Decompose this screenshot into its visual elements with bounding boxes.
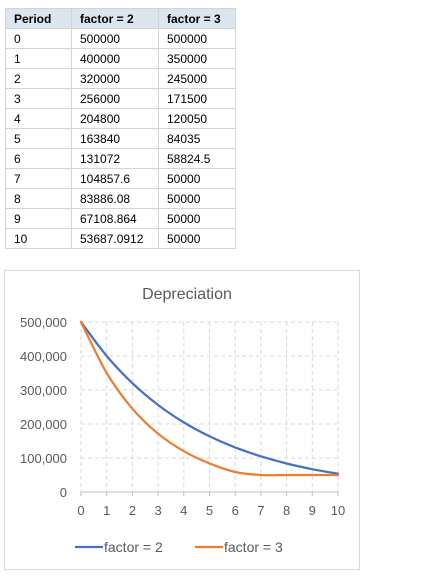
grid-lines — [80, 321, 339, 496]
depreciation-table: Period factor = 2 factor = 3 0 500000 5000… — [5, 8, 236, 249]
cell-factor-2[interactable]: 320000 — [71, 68, 159, 89]
cell-period[interactable]: 3 — [5, 88, 72, 109]
cell-factor-2[interactable]: 500000 — [71, 28, 159, 49]
table-row: 6 131072 58824.5 — [5, 148, 236, 169]
x-tick-label: 2 — [129, 503, 136, 518]
x-tick-label: 3 — [154, 503, 161, 518]
axis-ticks: 0 100,000 200,000 300,000 400,000 500,000 0 1 2 3… — [20, 315, 345, 518]
series-line-1 — [79, 320, 340, 475]
series-line-2 — [79, 320, 340, 477]
table-row: 9 67108.864 50000 — [5, 208, 236, 229]
column-header-factor-2[interactable]: factor = 2 — [71, 8, 159, 29]
y-tick-label: 200,000 — [20, 417, 67, 432]
table-row: 5 163840 84035 — [5, 128, 236, 149]
cell-period[interactable]: 7 — [5, 168, 72, 189]
cell-period[interactable]: 8 — [5, 188, 72, 209]
x-tick-label: 1 — [103, 503, 110, 518]
table-row: 7 104857.6 50000 — [5, 168, 236, 189]
cell-factor-3[interactable]: 350000 — [158, 48, 236, 69]
table-row: 0 500000 500000 — [5, 28, 236, 49]
cell-factor-3[interactable]: 50000 — [158, 188, 236, 209]
table-row: 2 320000 245000 — [5, 68, 236, 89]
cell-factor-2[interactable]: 400000 — [71, 48, 159, 69]
y-tick-label: 0 — [60, 485, 67, 500]
x-tick-label: 4 — [180, 503, 187, 518]
x-tick-label: 0 — [77, 503, 84, 518]
cell-factor-3[interactable]: 50000 — [158, 228, 236, 249]
x-tick-label: 6 — [232, 503, 239, 518]
cell-factor-3[interactable]: 245000 — [158, 68, 236, 89]
cell-period[interactable]: 5 — [5, 128, 72, 149]
cell-factor-3[interactable]: 171500 — [158, 88, 236, 109]
cell-period[interactable]: 4 — [5, 108, 72, 129]
series-lines — [79, 320, 340, 477]
cell-period[interactable]: 10 — [5, 228, 72, 249]
cell-period[interactable]: 2 — [5, 68, 72, 89]
table-row: 3 256000 171500 — [5, 88, 236, 109]
chart-canvas: Depreciation 0 100,000 200,000 300,000 400,0… — [20, 286, 345, 555]
y-tick-label: 100,000 — [20, 451, 67, 466]
depreciation-chart[interactable]: Depreciation 0 100,000 200,000 300,000 400,0… — [4, 270, 360, 570]
column-header-period[interactable]: Period — [5, 8, 72, 29]
x-tick-label: 10 — [331, 503, 345, 518]
cell-factor-2[interactable]: 53687.0912 — [71, 228, 159, 249]
x-tick-label: 7 — [257, 503, 264, 518]
cell-factor-3[interactable]: 50000 — [158, 208, 236, 229]
cell-factor-3[interactable]: 500000 — [158, 28, 236, 49]
y-tick-label: 400,000 — [20, 349, 67, 364]
cell-factor-2[interactable]: 67108.864 — [71, 208, 159, 229]
cell-factor-2[interactable]: 256000 — [71, 88, 159, 109]
x-tick-label: 5 — [206, 503, 213, 518]
cell-factor-3[interactable]: 58824.5 — [158, 148, 236, 169]
column-header-factor-3[interactable]: factor = 3 — [158, 8, 236, 29]
cell-period[interactable]: 6 — [5, 148, 72, 169]
cell-factor-2[interactable]: 83886.08 — [71, 188, 159, 209]
cell-factor-3[interactable]: 50000 — [158, 168, 236, 189]
x-tick-label: 9 — [309, 503, 316, 518]
cell-period[interactable]: 1 — [5, 48, 72, 69]
table-row: 1 400000 350000 — [5, 48, 236, 69]
legend-label-1: factor = 2 — [104, 539, 163, 555]
table-header-row: Period factor = 2 factor = 3 — [5, 8, 236, 29]
y-tick-label: 300,000 — [20, 383, 67, 398]
chart-title: Depreciation — [142, 286, 232, 303]
legend: factor = 2 factor = 3 — [75, 539, 283, 555]
y-tick-label: 500,000 — [20, 315, 67, 330]
legend-label-2: factor = 3 — [224, 539, 283, 555]
cell-factor-2[interactable]: 104857.6 — [71, 168, 159, 189]
table-row: 4 204800 120050 — [5, 108, 236, 129]
cell-factor-2[interactable]: 204800 — [71, 108, 159, 129]
cell-factor-3[interactable]: 84035 — [158, 128, 236, 149]
cell-factor-2[interactable]: 131072 — [71, 148, 159, 169]
table-row: 8 83886.08 50000 — [5, 188, 236, 209]
table-row: 10 53687.0912 50000 — [5, 228, 236, 249]
cell-factor-3[interactable]: 120050 — [158, 108, 236, 129]
x-tick-label: 8 — [283, 503, 290, 518]
cell-factor-2[interactable]: 163840 — [71, 128, 159, 149]
cell-period[interactable]: 0 — [5, 28, 72, 49]
cell-period[interactable]: 9 — [5, 208, 72, 229]
